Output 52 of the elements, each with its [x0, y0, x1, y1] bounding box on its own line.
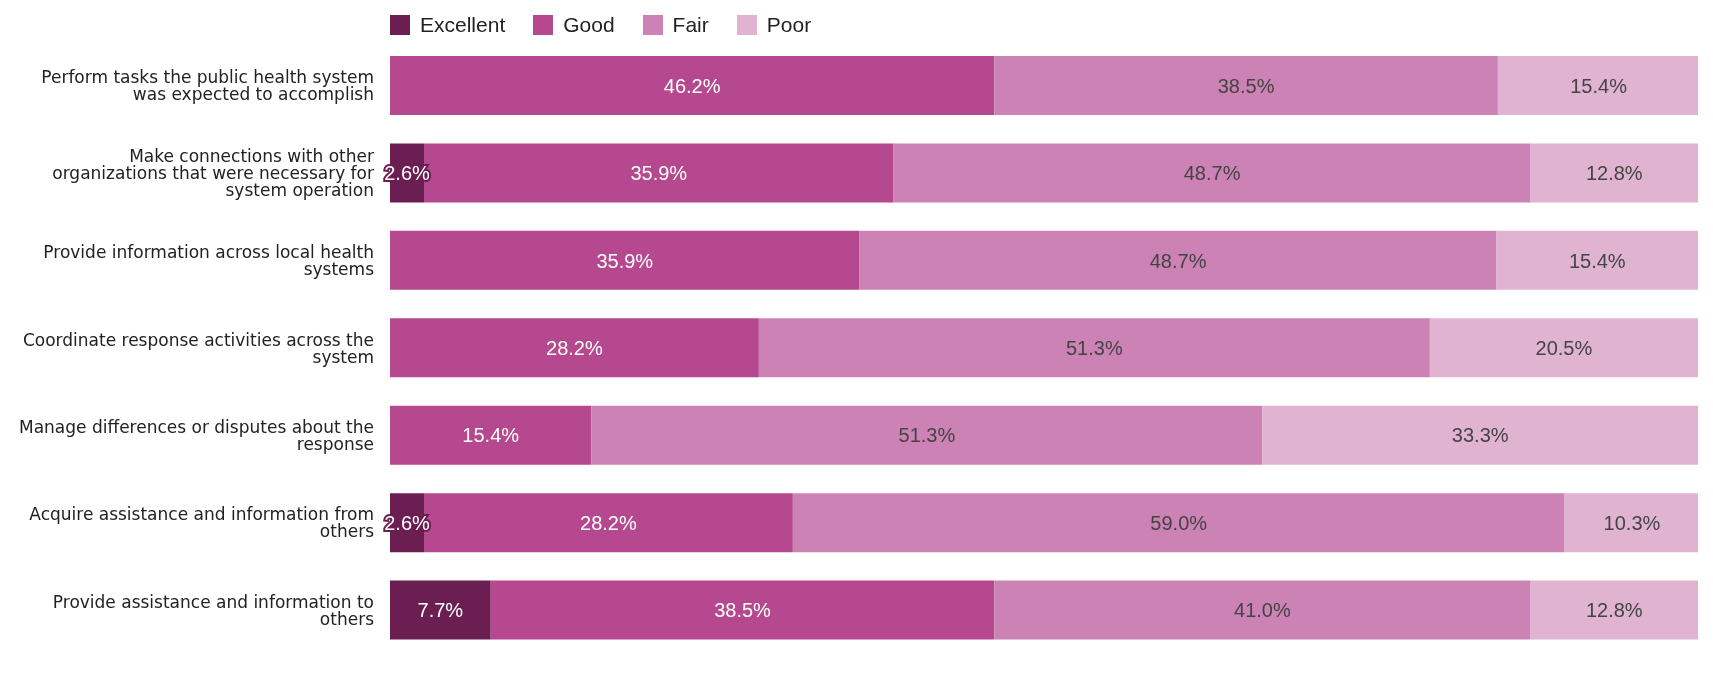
bar: [1530, 580, 1698, 640]
bar: [994, 55, 1498, 115]
y-tick-label: Manage differences or disputes about the response: [19, 416, 374, 454]
data-label: 15.4%: [462, 424, 520, 447]
bar: [893, 143, 1531, 203]
bar: [390, 405, 592, 465]
data-label: 10.3%: [1603, 511, 1661, 534]
bar: [1262, 405, 1698, 465]
y-tick-label: Make connections with other organizations that were necessary for system operation: [52, 146, 375, 201]
data-label: 41.0%: [1234, 599, 1291, 622]
data-label: 35.9%: [596, 249, 654, 272]
data-label: 28.2%: [546, 337, 603, 359]
data-label: 35.9%: [630, 162, 688, 185]
y-tick-label: Provide assistance and information to others: [52, 591, 375, 629]
data-label: 51.3%: [898, 424, 956, 447]
legend-label: Poor: [765, 13, 812, 37]
legend-label: Good: [562, 13, 615, 37]
y-tick-label: Perform tasks the public health system was expected to accomplish: [41, 67, 374, 105]
y-tick-label: Acquire assistance and information from others: [29, 504, 375, 542]
y-tick-label: Provide information across local health systems: [43, 242, 375, 280]
data-label: 12.8%: [1585, 599, 1643, 622]
data-label: 12.8%: [1585, 162, 1643, 185]
bar: [390, 230, 860, 290]
data-label: 28.2%: [580, 511, 637, 534]
data-label: 46.2%: [663, 74, 721, 97]
bar: [390, 55, 995, 115]
data-label: 15.4%: [1570, 74, 1628, 97]
bar: [994, 580, 1531, 640]
data-label: 38.5%: [1217, 74, 1275, 97]
bar: [859, 230, 1497, 290]
bar: [758, 318, 1430, 378]
bar: [1429, 318, 1698, 378]
data-label: 51.3%: [1066, 337, 1123, 359]
data-label: 15.4%: [1568, 249, 1626, 272]
bar: [1496, 230, 1698, 290]
data-label: 38.5%: [714, 599, 772, 622]
legend-label: Fair: [671, 13, 709, 37]
bar: [490, 580, 995, 640]
bar: [792, 493, 1565, 553]
bar: [1530, 143, 1698, 203]
data-label: 59.0%: [1150, 511, 1208, 534]
bar: [1497, 55, 1698, 115]
data-label: 7.7%: [417, 599, 464, 622]
data-label: 48.7%: [1149, 249, 1207, 272]
data-label: 20.5%: [1535, 337, 1593, 359]
bar: [390, 318, 759, 378]
data-label: 33.3%: [1451, 424, 1509, 447]
bar: [591, 405, 1263, 465]
data-label: 48.7%: [1183, 162, 1241, 185]
y-tick-label: Coordinate response activities across the system: [22, 329, 374, 367]
legend-label: Excellent: [419, 13, 506, 37]
bar: [1564, 493, 1698, 553]
